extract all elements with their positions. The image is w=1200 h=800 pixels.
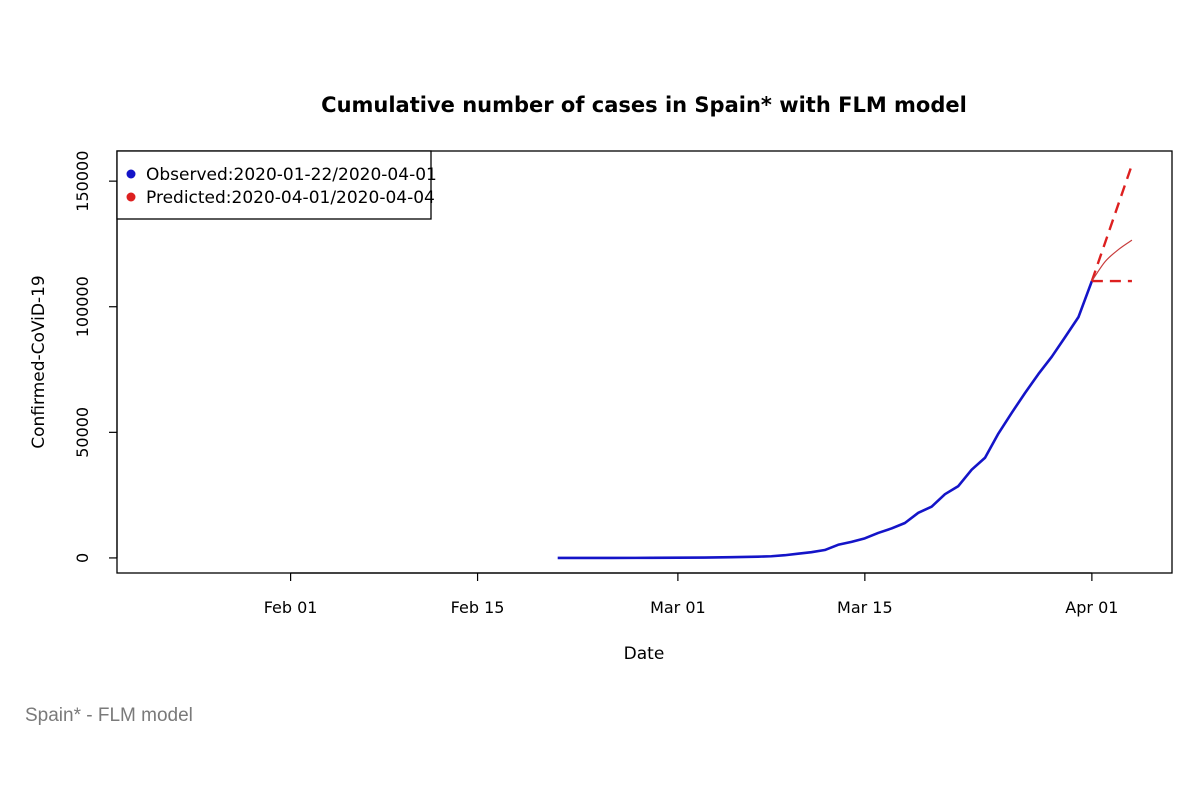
caption: Spain* - FLM model [25,705,193,726]
series-line-observed [557,280,1094,560]
x-tick-label: Mar 15 [837,598,893,617]
y-tick-label: 100000 [73,276,92,337]
x-axis: Feb 01 Feb 15 Mar 01 Mar 15 Apr 01 [264,572,1118,617]
legend-label-observed: Observed:2020-01-22/2020-04-01 [146,165,437,185]
y-axis: 0 50000 100000 150000 [73,151,118,563]
legend-marker-predicted [126,192,136,202]
series-line-predicted [1091,239,1133,282]
y-tick-label: 50000 [73,407,92,458]
y-tick-label: 0 [73,553,92,563]
y-axis-label: Confirmed-CoViD-19 [29,275,49,449]
legend-marker-observed [126,169,136,179]
x-tick-label: Apr 01 [1065,598,1118,617]
y-tick-label: 150000 [73,151,92,212]
legend: Observed:2020-01-22/2020-04-01 Predicted… [116,150,437,220]
legend-box [116,150,432,220]
x-tick-label: Feb 01 [264,598,318,617]
x-tick-label: Mar 01 [650,598,706,617]
series-layer [557,164,1134,560]
x-tick-label: Feb 15 [451,598,505,617]
x-axis-label: Date [624,644,665,664]
chart-title: Cumulative number of cases in Spain* wit… [321,93,967,117]
legend-label-predicted: Predicted:2020-04-01/2020-04-04 [146,188,435,208]
series-line-predicted-bound [1090,164,1134,282]
